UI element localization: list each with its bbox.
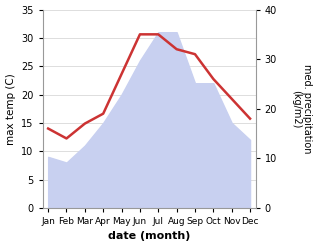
Y-axis label: med. precipitation
(kg/m2): med. precipitation (kg/m2): [291, 64, 313, 153]
Y-axis label: max temp (C): max temp (C): [5, 73, 16, 144]
X-axis label: date (month): date (month): [108, 231, 190, 242]
